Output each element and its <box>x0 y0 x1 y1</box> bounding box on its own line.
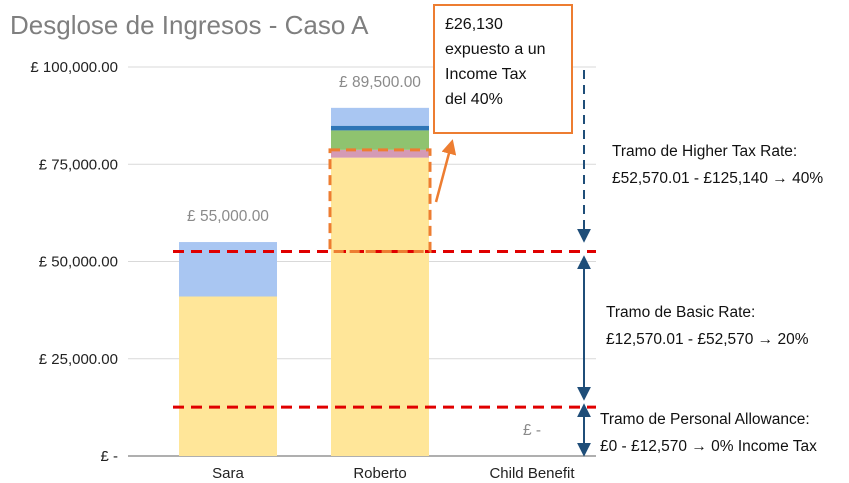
y-tick-label: £ 50,000.00 <box>39 254 118 271</box>
band-title: Tramo de Personal Allowance: <box>600 411 810 428</box>
bar-segment <box>331 130 429 150</box>
callout-box: £26,130 expuesto a un Income Tax del 40% <box>433 4 573 134</box>
data-label-total: £ 89,500.00 <box>339 74 421 91</box>
y-tick-label: £ 100,000.00 <box>30 59 118 76</box>
annotations <box>173 70 596 457</box>
bar-segment <box>179 296 277 456</box>
band-higher-rate: Tramo de Higher Tax Rate: £52,570.01 - £… <box>612 138 823 192</box>
y-tick-label: £ 75,000.00 <box>39 156 118 173</box>
bar-segment <box>331 149 429 158</box>
band-range: £52,570.01 - £125,140 → 40% <box>612 170 824 187</box>
callout-line: Income Tax <box>445 66 527 83</box>
y-tick-label: £ - <box>100 448 118 465</box>
band-title: Tramo de Higher Tax Rate: <box>612 143 798 160</box>
callout-line: del 40% <box>445 91 503 108</box>
x-tick-label: Roberto <box>353 465 406 482</box>
bars <box>179 107 429 456</box>
band-range: £12,570.01 - £52,570 → 20% <box>606 331 809 348</box>
bar-segment <box>331 107 429 126</box>
data-label-total: £ - <box>523 422 541 439</box>
highlight-box <box>328 148 432 254</box>
tick-labels: £ - £ 25,000.00 £ 50,000.00 £ 75,000.00 £ 10… <box>30 59 575 482</box>
callout-line: £26,130 <box>445 16 503 33</box>
band-title: Tramo de Basic Rate: <box>606 304 756 321</box>
callout-arrow <box>434 139 457 203</box>
x-tick-label: Child Benefit <box>489 465 575 482</box>
callout-line: expuesto a un <box>445 41 546 58</box>
band-range: £0 - £12,570 → 0% Income Tax <box>600 438 817 455</box>
x-tick-label: Sara <box>212 465 244 482</box>
chart-title: Desglose de Ingresos - Caso A <box>10 10 369 40</box>
band-basic-rate: Tramo de Basic Rate: £12,570.01 - £52,57… <box>606 299 809 353</box>
data-label-total: £ 55,000.00 <box>187 208 269 225</box>
y-tick-label: £ 25,000.00 <box>39 351 118 368</box>
band-personal-allowance: Tramo de Personal Allowance: £0 - £12,57… <box>600 406 817 460</box>
bar-segment <box>331 125 429 131</box>
bar-segment <box>331 157 429 456</box>
